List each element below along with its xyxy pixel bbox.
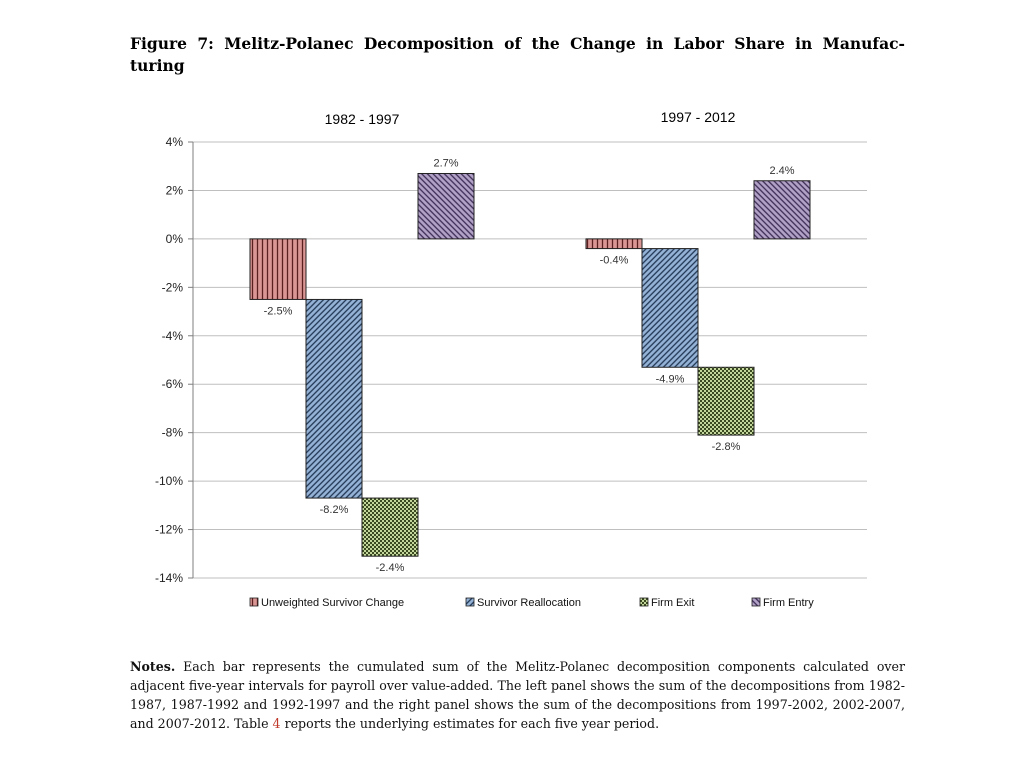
y-tick-label: -4% <box>162 329 184 343</box>
data-label: -2.8% <box>712 441 741 453</box>
legend-item: Unweighted Survivor Change <box>249 597 404 609</box>
data-label: -8.2% <box>320 504 349 516</box>
notes-text-end: reports the underlying estimates for eac… <box>284 716 660 731</box>
legend-label: Unweighted Survivor Change <box>261 597 404 609</box>
legend-item: Survivor Reallocation <box>465 597 581 609</box>
y-tick-label: 0% <box>166 232 184 246</box>
y-tick-label: -8% <box>162 426 184 440</box>
notes: Notes. Each bar represents the cumulated… <box>130 657 905 733</box>
legend-label: Firm Exit <box>651 597 694 609</box>
panel-title: 1997 - 2012 <box>661 109 736 125</box>
y-tick-label: -14% <box>155 571 183 585</box>
y-tick-label: -10% <box>155 474 183 488</box>
legend-item: Firm Exit <box>639 597 694 609</box>
panel-titles: 1982 - 1997 1997 - 2012 <box>325 109 736 127</box>
legend-item: Firm Entry <box>751 597 814 609</box>
y-axis: 4% 2% 0% -2% -4% -6% -8% -10% -12% -14% <box>155 135 194 585</box>
y-tick-label: -12% <box>155 523 183 537</box>
bar-firm-exit <box>697 366 755 436</box>
legend-swatch <box>751 597 761 607</box>
bar-survivor-reallocation <box>305 298 363 499</box>
notes-label: Notes. <box>130 659 176 674</box>
bar-unweighted-survivor-change <box>585 238 643 250</box>
chart: 4% 2% 0% -2% -4% -6% -8% -10% -12% -14% 1982 - 19… <box>0 100 1024 630</box>
bar-firm-entry <box>753 180 811 240</box>
legend-swatch <box>639 597 649 607</box>
legend: Unweighted Survivor Change Survivor Reall… <box>249 597 814 609</box>
y-tick-label: 4% <box>166 135 184 149</box>
legend-swatch <box>249 597 259 607</box>
data-label: 2.4% <box>769 165 794 177</box>
data-label: -4.9% <box>656 373 685 385</box>
bar-firm-exit <box>361 497 419 557</box>
data-label: -0.4% <box>600 255 629 267</box>
data-label: 2.7% <box>433 157 458 169</box>
legend-label: Firm Entry <box>763 597 814 609</box>
y-tick-label: 2% <box>166 183 184 197</box>
table-reference-link[interactable]: 4 <box>272 716 281 731</box>
y-tick-label: -2% <box>162 280 184 294</box>
legend-label: Survivor Reallocation <box>477 597 581 609</box>
data-label: -2.5% <box>264 305 293 317</box>
legend-swatch <box>465 597 475 607</box>
panel-title: 1982 - 1997 <box>325 111 400 127</box>
data-labels: -2.5% -8.2% -2.4% 2.7% -0.4% -4.9% -2.8% 2.4% <box>264 157 795 574</box>
notes-text: Each bar represents the cumulated sum of… <box>130 659 905 731</box>
bar-unweighted-survivor-change <box>249 238 307 300</box>
bars <box>249 172 811 557</box>
bar-survivor-reallocation <box>641 248 699 368</box>
chart-svg: 4% 2% 0% -2% -4% -6% -8% -10% -12% -14% 1982 - 19… <box>155 109 867 609</box>
figure-title: Figure 7: Melitz-Polanec Decomposition o… <box>130 34 905 75</box>
data-label: -2.4% <box>376 562 405 574</box>
y-tick-label: -6% <box>162 377 184 391</box>
bar-firm-entry <box>417 172 475 240</box>
